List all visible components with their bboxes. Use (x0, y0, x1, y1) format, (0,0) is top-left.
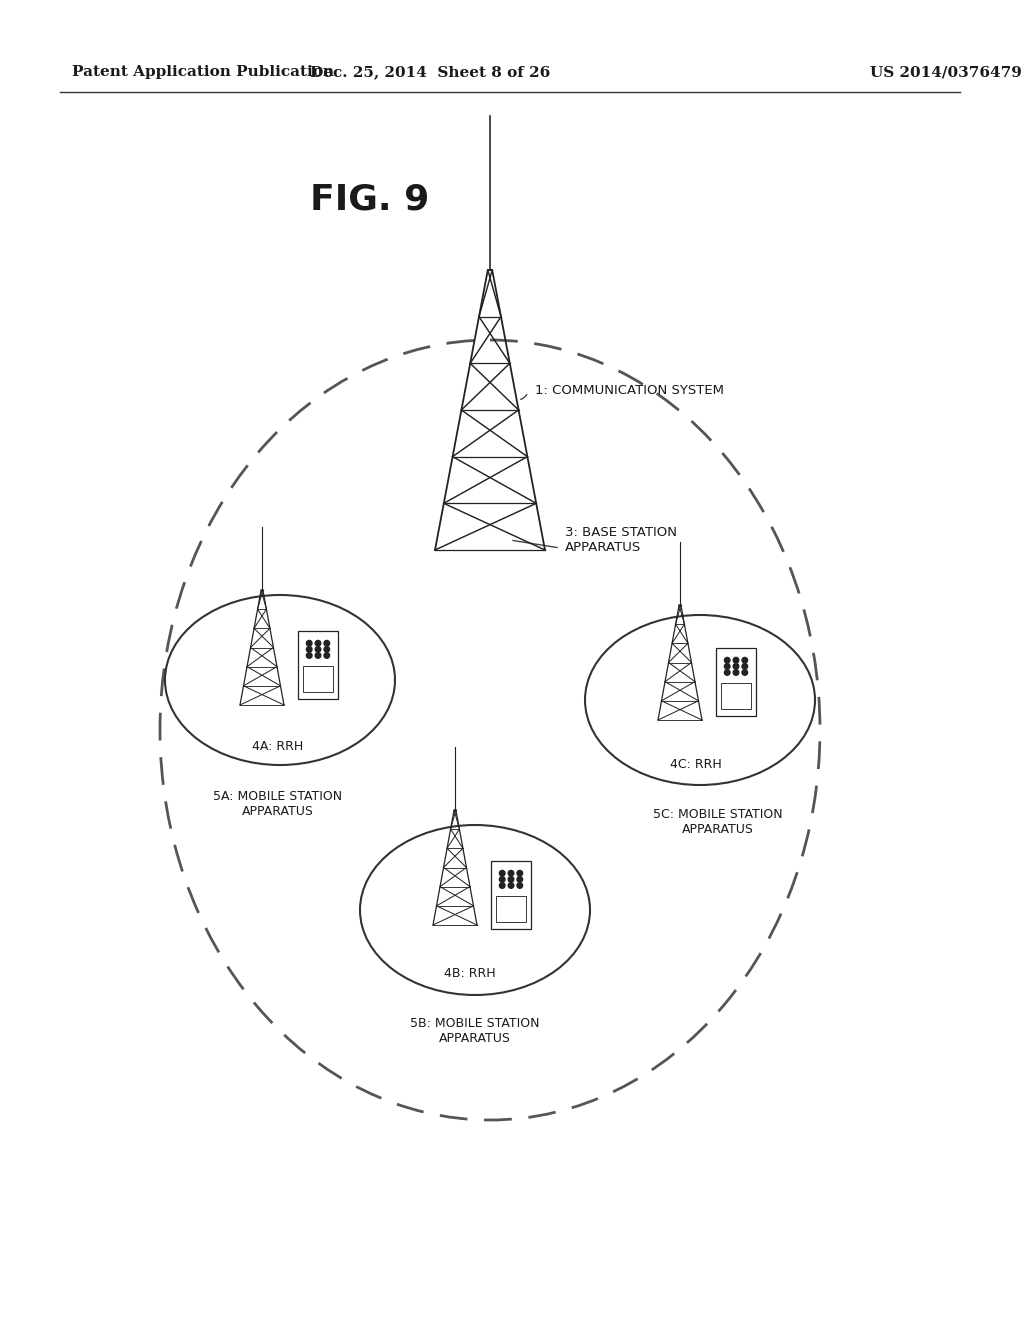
Bar (490, 861, 531, 929)
Circle shape (315, 640, 321, 645)
Circle shape (742, 657, 748, 663)
Circle shape (500, 883, 505, 888)
Text: US 2014/0376479 A1: US 2014/0376479 A1 (870, 65, 1024, 79)
Circle shape (306, 640, 312, 645)
Circle shape (508, 883, 514, 888)
Text: 5A: MOBILE STATION
APPARATUS: 5A: MOBILE STATION APPARATUS (213, 789, 343, 818)
Circle shape (508, 870, 514, 876)
Circle shape (324, 647, 330, 652)
Text: 5B: MOBILE STATION
APPARATUS: 5B: MOBILE STATION APPARATUS (411, 1016, 540, 1045)
Text: 3: BASE STATION
APPARATUS: 3: BASE STATION APPARATUS (565, 525, 677, 554)
Circle shape (733, 664, 738, 669)
Circle shape (517, 876, 522, 882)
Text: Dec. 25, 2014  Sheet 8 of 26: Dec. 25, 2014 Sheet 8 of 26 (310, 65, 550, 79)
Circle shape (306, 652, 312, 659)
Text: Patent Application Publication: Patent Application Publication (72, 65, 334, 79)
Circle shape (315, 647, 321, 652)
Text: 4C: RRH: 4C: RRH (670, 758, 722, 771)
Circle shape (324, 640, 330, 645)
Circle shape (724, 657, 730, 663)
Bar (298, 631, 338, 700)
Circle shape (324, 652, 330, 659)
Text: FIG. 9: FIG. 9 (310, 183, 430, 216)
Bar (716, 648, 756, 715)
Circle shape (733, 669, 738, 676)
Circle shape (742, 669, 748, 676)
Circle shape (500, 876, 505, 882)
Text: 5C: MOBILE STATION
APPARATUS: 5C: MOBILE STATION APPARATUS (653, 808, 782, 836)
Bar (496, 896, 526, 923)
Circle shape (500, 870, 505, 876)
Circle shape (724, 669, 730, 676)
Circle shape (733, 657, 738, 663)
Circle shape (724, 664, 730, 669)
Circle shape (742, 664, 748, 669)
Text: 1: COMMUNICATION SYSTEM: 1: COMMUNICATION SYSTEM (535, 384, 724, 396)
Circle shape (517, 883, 522, 888)
Circle shape (517, 870, 522, 876)
Bar (303, 667, 333, 692)
Circle shape (315, 652, 321, 659)
Circle shape (508, 876, 514, 882)
Text: 4A: RRH: 4A: RRH (252, 741, 304, 752)
Circle shape (306, 647, 312, 652)
Text: 4B: RRH: 4B: RRH (444, 968, 496, 979)
Bar (721, 684, 751, 709)
